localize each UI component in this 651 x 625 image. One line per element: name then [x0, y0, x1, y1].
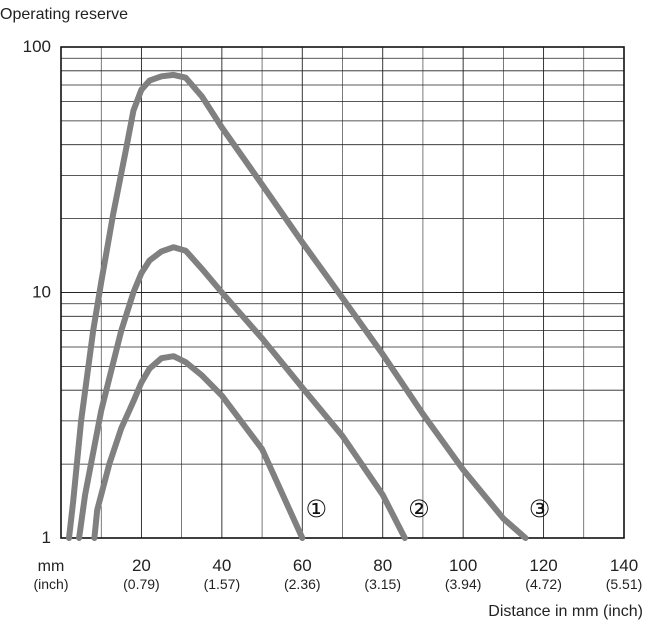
- y-axis-title: Operating reserve: [0, 6, 129, 23]
- y-tick-label: 10: [32, 283, 51, 302]
- series-line-2: [76, 244, 408, 541]
- series-line-3: [66, 71, 529, 541]
- y-tick-label: 100: [23, 37, 51, 56]
- x-tick-label: 20: [132, 556, 151, 575]
- series-label-3: ③: [529, 495, 551, 523]
- x-tick-label-inch: (2.36): [284, 576, 321, 592]
- x-tick-label-inch: (4.72): [525, 576, 562, 592]
- x-tick-label-inch: (3.94): [445, 576, 482, 592]
- x-tick-label: 40: [212, 556, 231, 575]
- series-label-2: ②: [408, 495, 430, 523]
- y-tick-label: 1: [42, 528, 51, 547]
- x-tick-label-inch: (1.57): [204, 576, 241, 592]
- x-tick-label-inch: (0.79): [123, 576, 160, 592]
- x-tick-label-inch: (5.51): [606, 576, 643, 592]
- x-unit-secondary-label: (inch): [33, 576, 68, 592]
- series-label-1: ①: [306, 495, 328, 523]
- x-unit-label: mm: [38, 558, 65, 575]
- series-line-1: [91, 353, 306, 541]
- x-tick-label: 80: [373, 556, 392, 575]
- plot-frame: [60, 46, 625, 539]
- x-tick-label: 120: [529, 556, 557, 575]
- x-tick-label-inch: (3.15): [364, 576, 401, 592]
- x-tick-label: 140: [610, 556, 638, 575]
- x-axis-title: Distance in mm (inch): [488, 603, 643, 620]
- x-tick-label: 60: [293, 556, 312, 575]
- x-tick-label: 100: [449, 556, 477, 575]
